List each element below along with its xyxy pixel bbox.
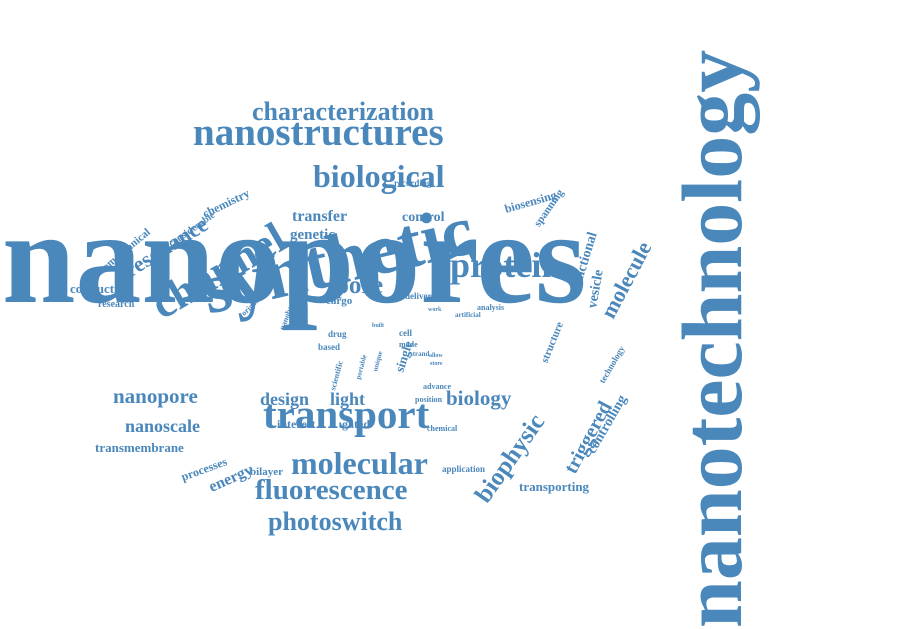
word-transmembrane: transmembrane bbox=[95, 440, 184, 455]
word-function: function bbox=[250, 251, 275, 259]
word-conductive: conductive bbox=[70, 281, 130, 296]
word-technology: technology bbox=[597, 344, 627, 385]
word-chemical: chemical bbox=[427, 424, 458, 433]
word-analysis: analysis bbox=[477, 303, 505, 312]
word-characterization: characterization bbox=[252, 97, 434, 126]
word-pore: pore bbox=[335, 272, 384, 299]
word-built: built bbox=[372, 323, 385, 329]
word-made: made bbox=[399, 340, 418, 349]
word-interest: interest bbox=[277, 417, 316, 431]
word-delivery: delivery bbox=[405, 291, 436, 301]
word-artificial: artificial bbox=[455, 311, 481, 319]
word-work: work bbox=[428, 307, 442, 313]
word-design: design bbox=[260, 389, 310, 409]
word-allow: allow bbox=[429, 353, 443, 359]
word-advance: advance bbox=[423, 382, 451, 391]
word-gated: gated bbox=[342, 417, 370, 431]
word-bilayer: bilayer bbox=[250, 466, 283, 478]
word-biology: biology bbox=[446, 386, 512, 410]
word-control: control bbox=[402, 210, 445, 225]
word-nanostructures: nanostructures bbox=[193, 111, 444, 154]
word-store: store bbox=[430, 361, 443, 367]
word-based: based bbox=[318, 342, 341, 352]
word-cargo: cargo bbox=[326, 295, 353, 307]
word-transfer: transfer bbox=[292, 208, 348, 225]
word-recording: recording bbox=[394, 178, 432, 188]
word-research: research bbox=[98, 299, 135, 310]
word-molecule: molecule bbox=[595, 237, 657, 323]
word-nanopores: nanopores bbox=[2, 184, 587, 331]
word-portable: portable bbox=[354, 353, 369, 381]
word-transporting: transporting bbox=[519, 479, 590, 494]
word-protein: protein bbox=[450, 245, 562, 285]
word-scientific: scientific bbox=[328, 359, 345, 392]
word-drug: drug bbox=[328, 329, 347, 339]
word-position: position bbox=[415, 395, 443, 404]
word-photoswitch: photoswitch bbox=[268, 507, 403, 536]
word-application: application bbox=[442, 464, 486, 474]
word-light: light bbox=[330, 389, 366, 409]
word-strand: strand bbox=[410, 350, 430, 358]
word-nanopore: nanopore bbox=[113, 384, 198, 408]
word-biological: biological bbox=[313, 158, 445, 194]
word-nanoscale: nanoscale bbox=[125, 416, 201, 436]
word-cell: cell bbox=[399, 328, 412, 338]
word-fluorescence: fluorescence bbox=[255, 474, 408, 506]
word-unique: unique bbox=[371, 350, 385, 373]
word-genetic: genetic bbox=[290, 227, 335, 243]
word-nanotechnology: nanotechnology bbox=[664, 49, 760, 628]
word-molecular: molecular bbox=[291, 445, 428, 481]
word-transport: transport bbox=[263, 391, 430, 437]
